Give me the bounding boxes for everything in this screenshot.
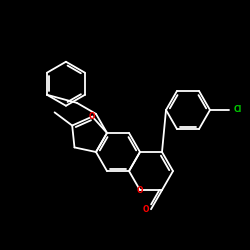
Text: O: O [137, 186, 143, 194]
Text: O: O [143, 205, 149, 214]
Text: O: O [89, 112, 96, 121]
Text: Cl: Cl [233, 106, 241, 114]
